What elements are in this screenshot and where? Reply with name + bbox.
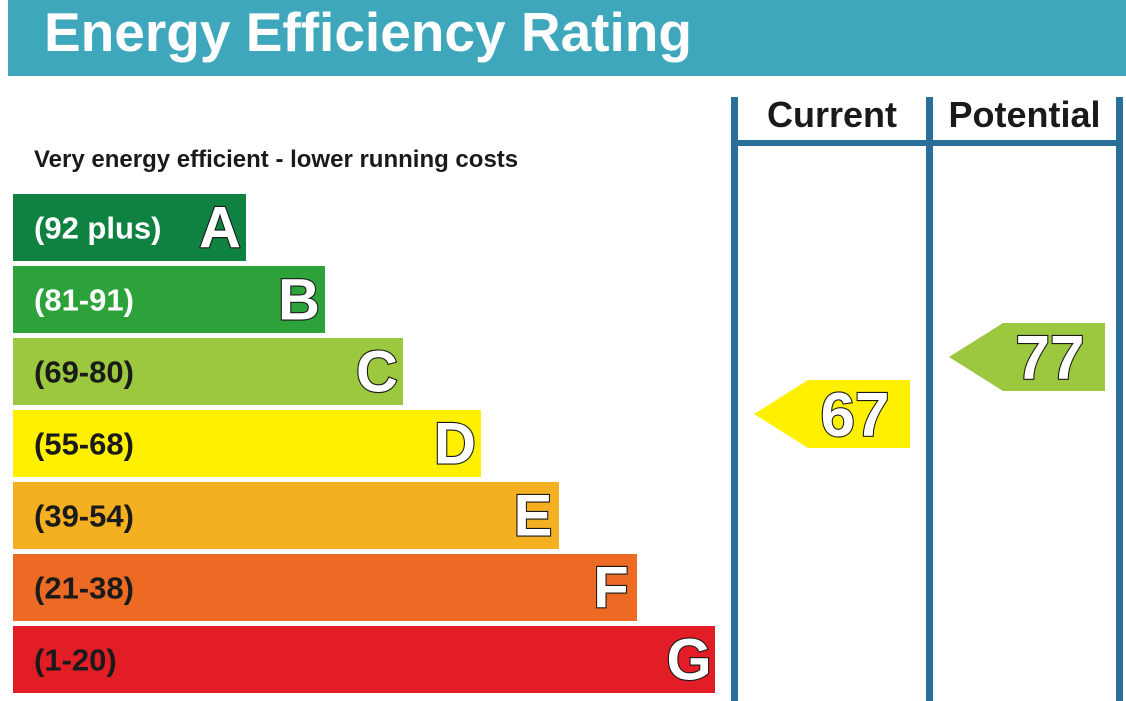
band-f-bar [13, 554, 637, 621]
current-rating-value: 67 [821, 381, 890, 450]
band-f-range: (21-38) [34, 571, 134, 606]
potential-rating-value: 77 [1016, 324, 1085, 393]
header-band [8, 0, 1126, 76]
potential-rating-arrow [949, 323, 1105, 391]
column-divider-left [731, 97, 738, 701]
band-g-bar [13, 626, 715, 693]
band-d-bar [13, 410, 481, 477]
band-g-letter: G [666, 628, 711, 693]
current-column-header: Current [766, 94, 897, 135]
column-divider-right [1116, 97, 1123, 701]
band-a-bar [13, 194, 246, 261]
current-rating-arrow [754, 380, 910, 448]
band-g-range: (1-20) [34, 643, 117, 678]
band-d-letter: D [434, 412, 476, 477]
band-c-letter: C [356, 340, 398, 405]
band-e-letter: E [514, 484, 553, 549]
potential-column-header: Potential [948, 94, 1101, 135]
chart-subtitle: Very energy efficient - lower running co… [34, 146, 519, 173]
band-a-range: (92 plus) [34, 211, 161, 246]
band-f-letter: F [593, 556, 628, 621]
band-d-range: (55-68) [34, 427, 134, 462]
band-c-range: (69-80) [34, 355, 134, 390]
band-a-letter: A [199, 196, 241, 261]
band-c-bar [13, 338, 403, 405]
band-e-range: (39-54) [34, 499, 134, 534]
band-b-range: (81-91) [34, 283, 134, 318]
page-title: Energy Efficiency Rating [44, 1, 692, 63]
band-b-bar [13, 266, 325, 333]
band-b-letter: B [278, 268, 320, 333]
band-e-bar [13, 482, 559, 549]
column-divider-middle [926, 97, 933, 701]
column-header-underline [731, 140, 1123, 146]
